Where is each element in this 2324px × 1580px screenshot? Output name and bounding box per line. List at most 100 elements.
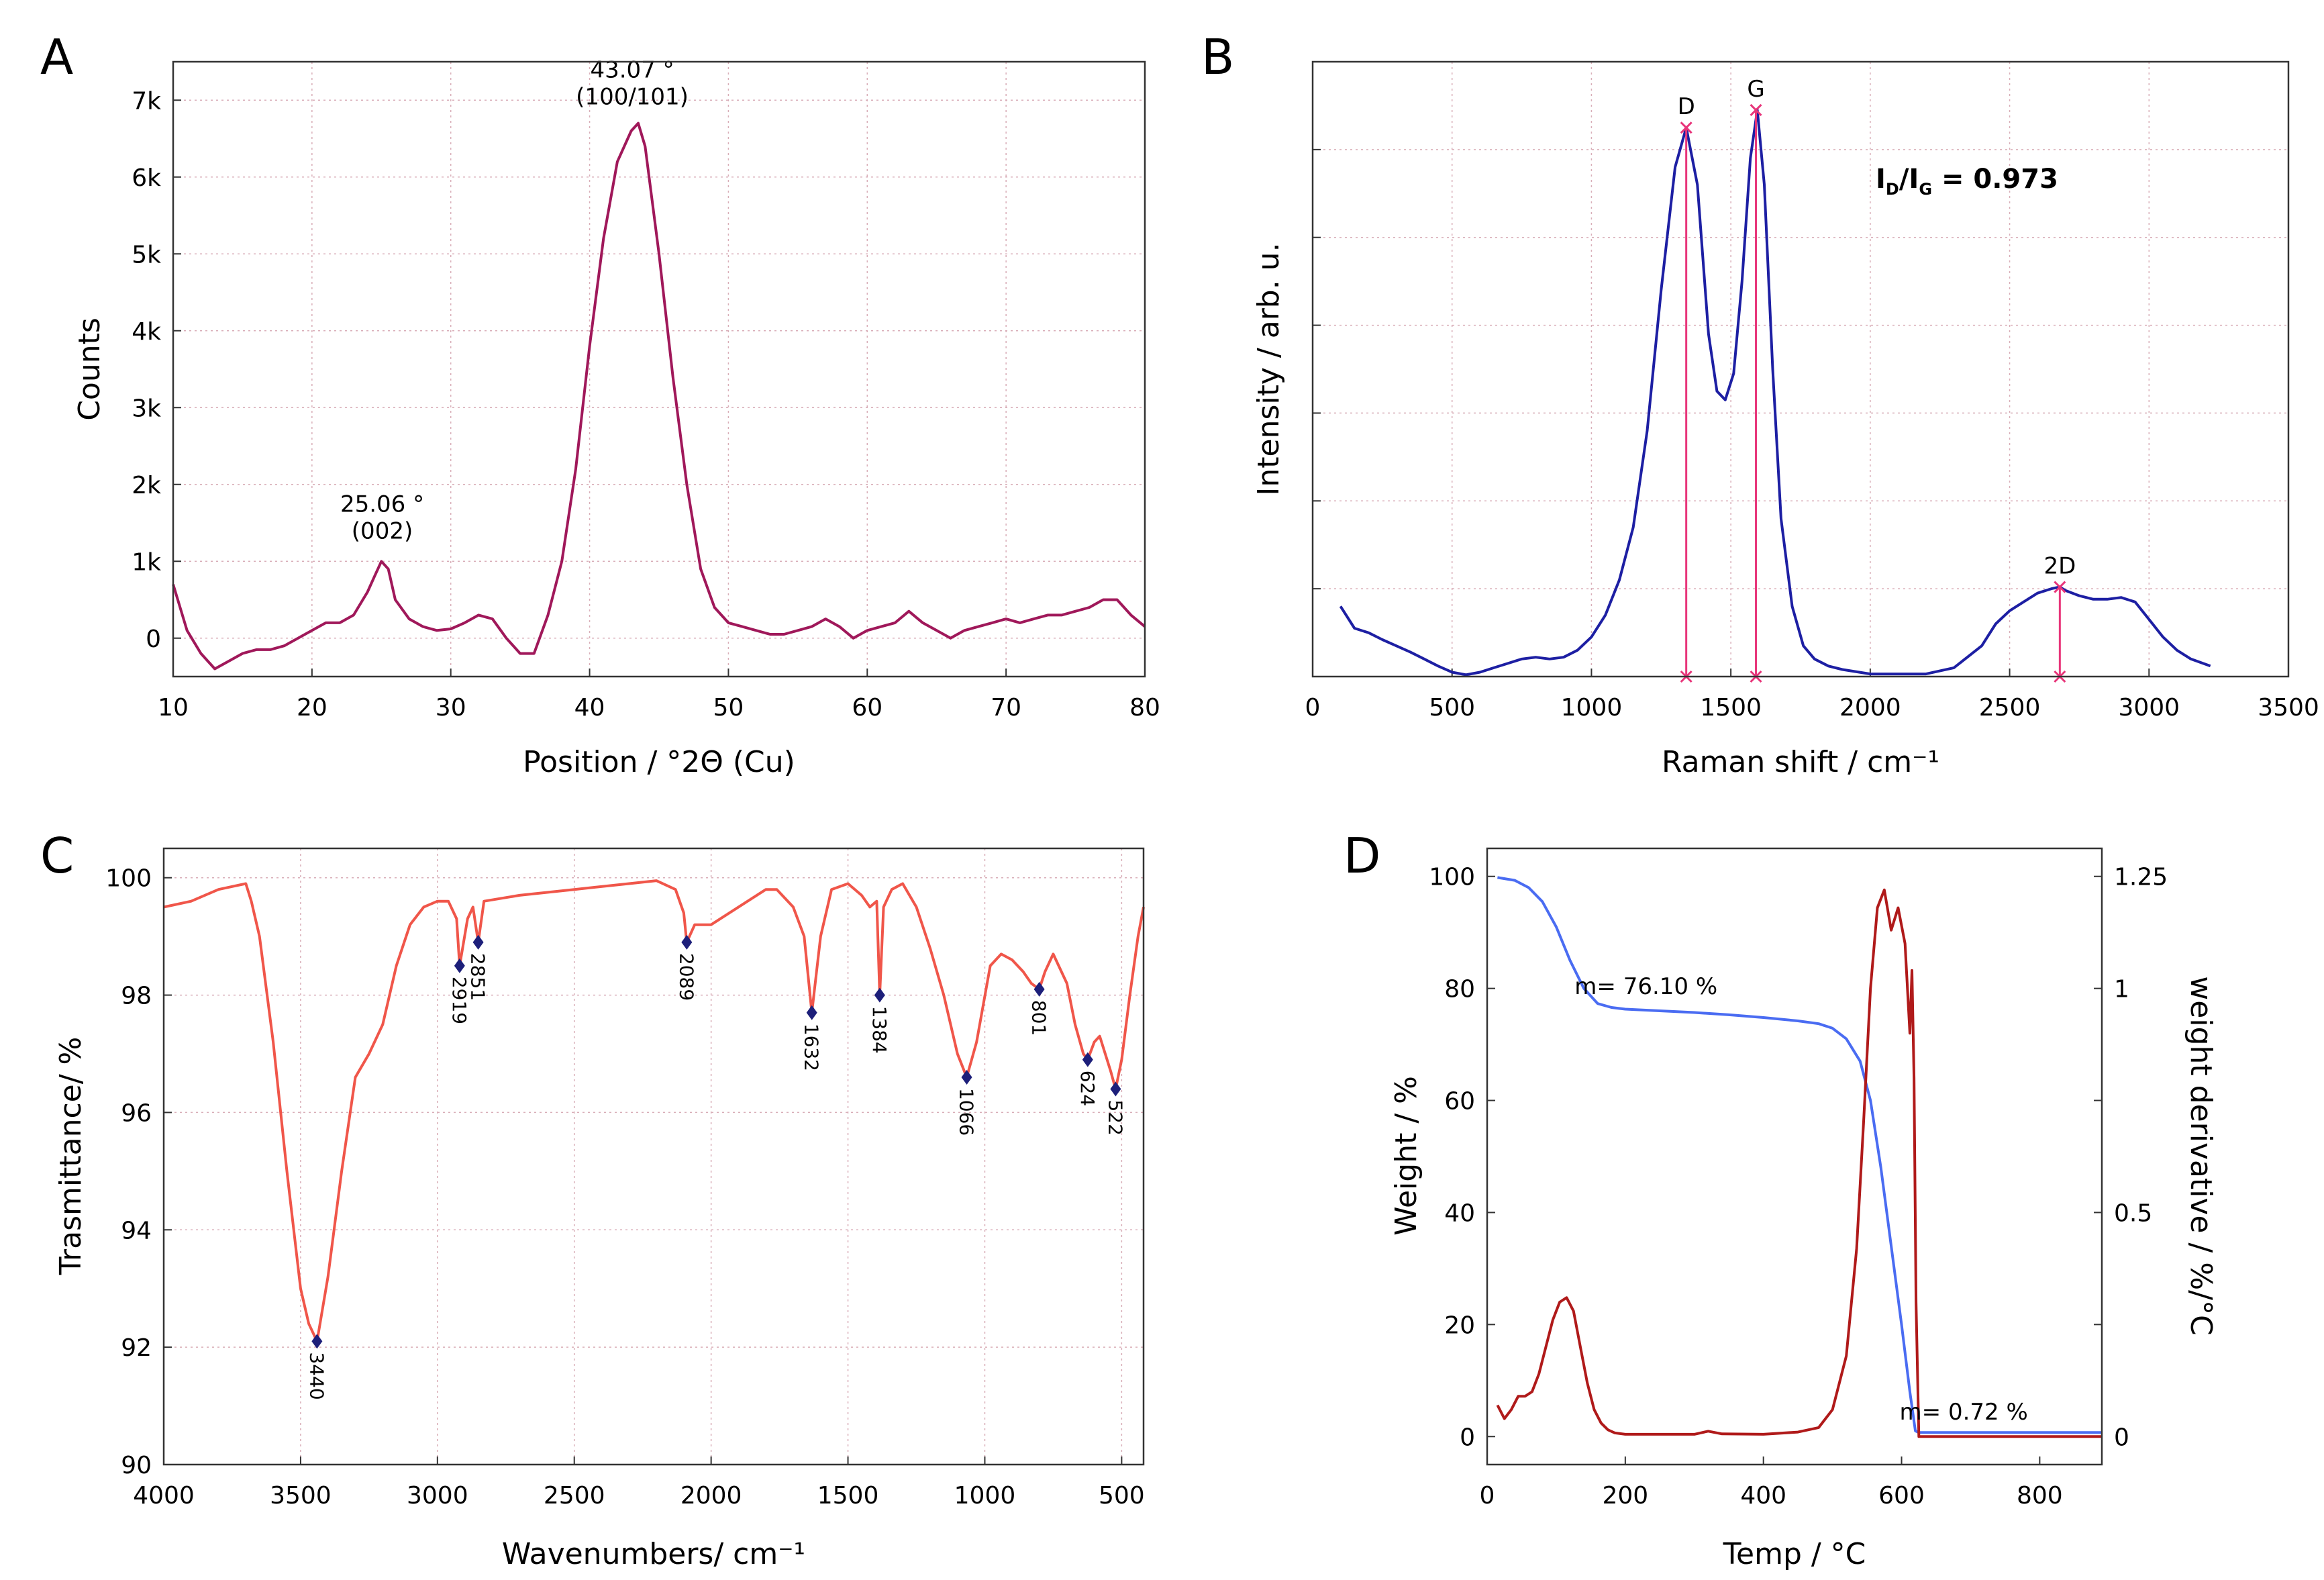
y-tick-label: 2k	[132, 472, 161, 499]
ratio-annotation: ID/IG = 0.973	[1876, 164, 2058, 199]
x-tick-label: 500	[1429, 694, 1475, 722]
peak-diamond	[1033, 981, 1045, 997]
y-tick-label: 94	[121, 1217, 152, 1244]
plot-frame	[1311, 60, 2290, 678]
x-tick-label: 1000	[1561, 694, 1623, 722]
peak-label: 3440	[305, 1352, 327, 1399]
axis-ticks: 4000 3500 3000 2500 2000 1500 1000 500 90 92 94 96 9…	[105, 865, 1144, 1510]
peak-marker-label: D	[1678, 93, 1695, 120]
series-line-xrd	[172, 121, 1146, 671]
annotations: m= 76.10 % m= 0.72 %	[1574, 973, 2027, 1426]
peak-marker-cross	[1750, 103, 1762, 117]
x-tick-label: 10	[158, 694, 189, 722]
axis-ticks: 0 500 1000 1500 2000 2500 3000 3500	[1305, 61, 2319, 722]
peak-diamond	[874, 987, 885, 1003]
y-tick-label: 6k	[132, 164, 161, 192]
panel-letter-a: A	[40, 29, 73, 85]
x-tick-label: 500	[1099, 1482, 1145, 1510]
mass-annotation: m= 76.10 %	[1574, 973, 1717, 1000]
y-tick-label: 7k	[132, 87, 161, 115]
x-tick-label: 60	[852, 694, 882, 722]
peak-diamond	[454, 958, 465, 973]
peak-annotation-angle: 25.06 °	[340, 491, 424, 518]
x-tick-label: 0	[1305, 694, 1321, 722]
y-tick-label: 20	[1444, 1312, 1475, 1339]
x-tick-label: 1500	[1700, 694, 1762, 722]
y-tick-label: 0	[146, 626, 161, 653]
peak-diamond	[961, 1069, 972, 1085]
peak-label: 2089	[675, 953, 697, 1001]
peak-label: 2851	[467, 953, 489, 1001]
series-line-derivative	[1496, 888, 2102, 1438]
y-tick-label: 40	[1444, 1199, 1475, 1227]
y-right-tick-label: 1	[2114, 976, 2129, 1003]
annotations: D G 2D	[1678, 76, 2076, 683]
y-right-tick-label: 1.25	[2114, 864, 2168, 891]
x-tick-label: 0	[1480, 1482, 1495, 1510]
x-tick-label: 4000	[133, 1482, 195, 1510]
plot-frame	[1486, 847, 2103, 1466]
annotations: 25.06 °(002) 43.07 °(100/101)	[340, 57, 689, 545]
y-tick-label: 60	[1444, 1088, 1475, 1116]
peak-label: 2919	[448, 977, 470, 1024]
x-tick-label: 3500	[2258, 694, 2319, 722]
peak-marker-label: 2D	[2043, 553, 2076, 580]
y-tick-label: 1k	[132, 548, 161, 576]
series-line-weight	[1497, 876, 2102, 1434]
y-right-tick-label: 0	[2114, 1424, 2129, 1451]
y-tick-label: 4k	[132, 318, 161, 346]
x-axis-label: Raman shift / cm⁻¹	[1662, 745, 1939, 779]
series	[1496, 876, 2102, 1438]
panel-letter-c: C	[40, 828, 74, 884]
ratio-value: = 0.973	[1932, 164, 2058, 195]
plot-frame	[162, 847, 1145, 1466]
x-tick-label: 3500	[270, 1482, 332, 1510]
panel-a-xrd: A 10 20 30 40 50 60 70 80 0 1k 2k 3k 4k 5k 6k 7k 25.06 …	[40, 29, 1160, 779]
peak-label: 1066	[956, 1088, 978, 1136]
plot-frame	[172, 60, 1146, 678]
ratio-sub-g: G	[1919, 180, 1932, 199]
peak-label: 522	[1104, 1099, 1126, 1135]
peak-annotation-plane: (002)	[352, 518, 413, 545]
y-tick-label: 0	[1460, 1424, 1475, 1451]
ratio-sub-d: D	[1886, 180, 1899, 199]
peak-annotation-angle: 43.07 °	[590, 57, 674, 84]
x-tick-label: 800	[2017, 1482, 2063, 1510]
y-tick-label: 96	[121, 1099, 152, 1127]
peak-annotation-plane: (100/101)	[576, 84, 689, 111]
x-tick-label: 1000	[954, 1482, 1016, 1510]
peak-diamond	[472, 934, 484, 950]
y-tick-label: 100	[105, 865, 152, 893]
y-tick-label: 98	[121, 983, 152, 1010]
grid	[1313, 62, 2288, 677]
x-axis-label: Temp / °C	[1723, 1537, 1866, 1571]
peak-diamond	[681, 934, 693, 950]
peak-diamond	[806, 1005, 817, 1020]
peak-diamond	[1082, 1052, 1093, 1067]
x-tick-label: 3000	[2118, 694, 2180, 722]
panel-letter-d: D	[1344, 828, 1380, 884]
series	[172, 121, 1146, 671]
grid	[164, 848, 1144, 1465]
x-tick-label: 600	[1878, 1482, 1925, 1510]
y-axis-label: Trasmittance/ %	[54, 1037, 88, 1276]
panel-d-tga: D 0 200 400 600 800 0 20 40 60 80 100 0 0.5 1 1.25 m= …	[1344, 828, 2218, 1571]
y-axis-label: Counts	[72, 317, 107, 421]
peak-marker-label: G	[1747, 76, 1764, 103]
x-tick-label: 200	[1602, 1482, 1648, 1510]
x-tick-label: 3000	[407, 1482, 468, 1510]
y-tick-label: 80	[1444, 976, 1475, 1003]
mass-annotation: m= 0.72 %	[1900, 1399, 2028, 1426]
x-axis-label: Wavenumbers/ cm⁻¹	[502, 1537, 805, 1571]
x-tick-label: 40	[574, 694, 605, 722]
series-line-raman	[1339, 109, 2211, 677]
grid	[173, 62, 1145, 677]
peak-label: 801	[1028, 1000, 1050, 1036]
peak-marker-cross	[2054, 581, 2066, 593]
series	[163, 879, 1145, 1343]
series-line-ftir	[163, 879, 1145, 1343]
x-tick-label: 20	[297, 694, 327, 722]
axis-ticks: 0 200 400 600 800 0 20 40 60 80 100 0 0.5 1 1.25	[1429, 864, 2168, 1510]
